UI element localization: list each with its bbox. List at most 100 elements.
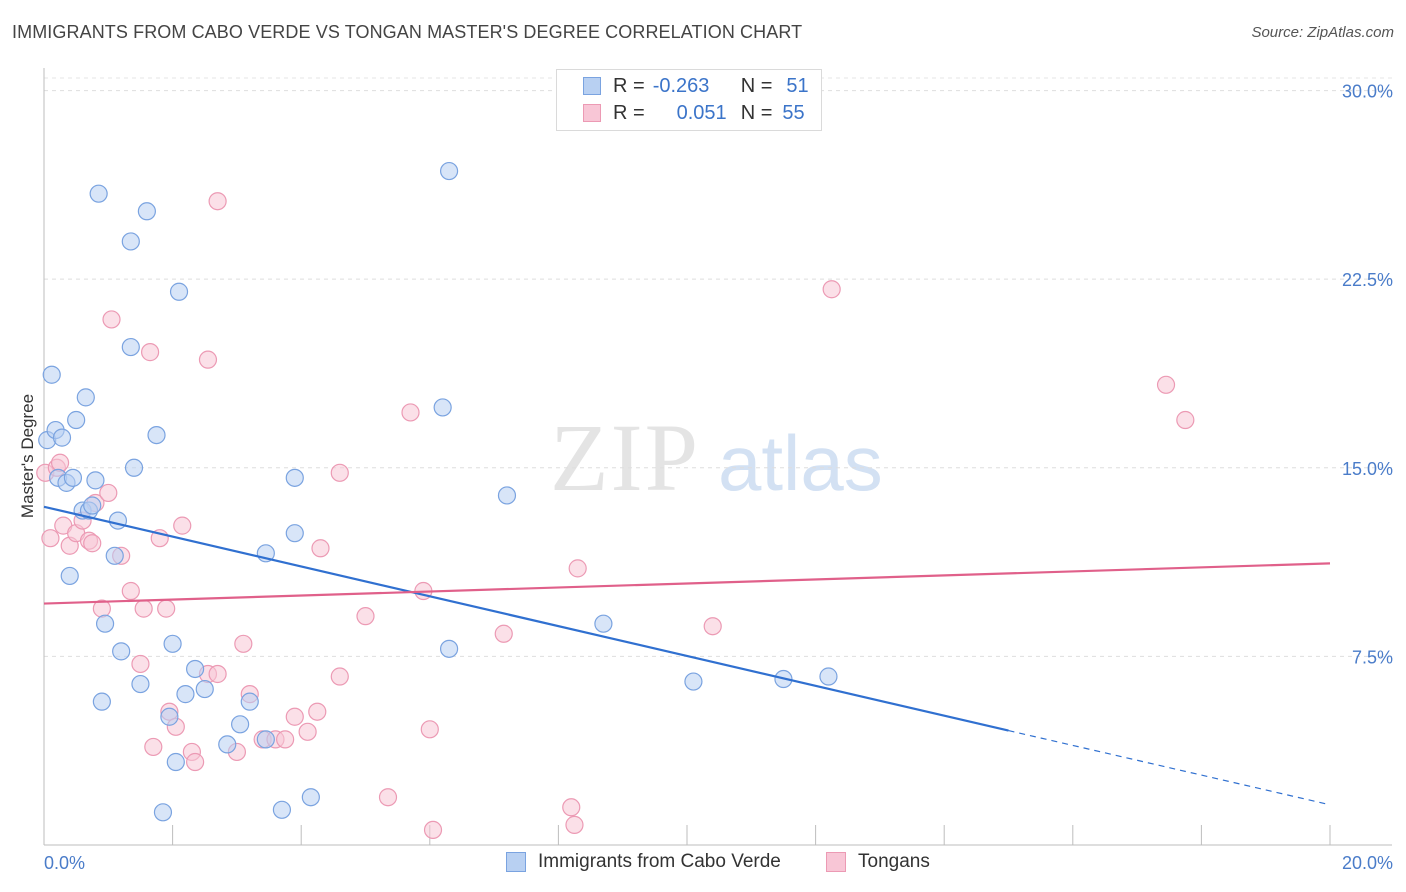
cabo-verde-trend-extension	[1008, 729, 1331, 806]
legend-n-label: N =	[740, 74, 773, 97]
tongan-point	[330, 463, 349, 482]
cabo-verde-point	[121, 232, 140, 251]
cabo-verde-point	[166, 752, 185, 772]
bottom-legend-swatch-blue	[506, 852, 526, 872]
cabo-verde-point	[105, 546, 124, 565]
cabo-verde-point	[169, 282, 189, 301]
cabo-verde-trend-line	[43, 505, 1009, 732]
legend-r-value: 0.051	[676, 101, 727, 124]
cabo-verde-point	[684, 672, 703, 691]
tongan-point	[186, 752, 205, 772]
cabo-verde-point	[272, 800, 292, 819]
legend-row-cabo-verde: R = -0.263 N = 51	[583, 73, 809, 99]
cabo-verde-point	[92, 692, 111, 711]
cabo-verde-point	[52, 428, 72, 447]
cabo-verde-point	[186, 659, 205, 679]
bottom-legend-swatch-pink	[826, 852, 846, 872]
tongan-point	[562, 798, 581, 817]
series-cabo-verde	[38, 161, 838, 822]
legend-r-label: R =	[613, 101, 645, 124]
tongan-point	[285, 707, 304, 726]
cabo-verde-point	[433, 398, 452, 417]
tongan-point	[121, 581, 140, 601]
tongan-point	[568, 559, 587, 578]
tongan-point	[208, 664, 227, 684]
cabo-verde-point	[176, 685, 195, 704]
bottom-legend-cabo-verde: Immigrants from Cabo Verde	[506, 851, 781, 873]
tongan-point	[140, 343, 160, 362]
tongan-point	[157, 599, 176, 618]
cabo-verde-point	[160, 707, 179, 726]
cabo-verde-point	[60, 566, 79, 586]
y-tick-label: 30.0%	[1342, 82, 1393, 102]
tongan-trend-line	[43, 562, 1331, 605]
legend-swatch-pink	[583, 104, 601, 122]
tongan-point	[308, 702, 327, 721]
tongan-point	[423, 820, 443, 840]
legend-r-label: R =	[613, 74, 645, 97]
tongan-point	[420, 720, 439, 739]
tongan-point	[234, 634, 253, 653]
cabo-verde-point	[137, 202, 156, 221]
cabo-verde-point	[231, 715, 250, 734]
tongan-point	[99, 483, 118, 503]
y-tick-label: 15.0%	[1342, 459, 1393, 479]
tongan-point	[703, 617, 722, 636]
bottom-legend-label-tongans: Tongans	[858, 851, 930, 872]
legend-n-value: 51	[786, 74, 809, 97]
tongan-point	[83, 534, 102, 553]
cabo-verde-point	[124, 458, 144, 477]
tongan-point	[356, 607, 375, 626]
x-tick-label: 0.0%	[44, 853, 85, 873]
chart-source: Source: ZipAtlas.com	[1251, 24, 1394, 41]
trend-lines	[43, 505, 1331, 806]
tongan-point	[208, 192, 227, 211]
tongan-point	[565, 815, 584, 834]
watermark-atlas: atlas	[718, 419, 883, 507]
bottom-legend: Immigrants from Cabo Verde Tongans	[0, 851, 1406, 879]
legend-swatch-blue	[583, 77, 601, 95]
cabo-verde-point	[594, 614, 613, 633]
cabo-verde-point	[240, 692, 259, 711]
legend-r-value: -0.263	[652, 74, 710, 97]
cabo-verde-point	[439, 639, 459, 658]
tongan-point	[131, 654, 150, 674]
cabo-verde-point	[86, 471, 105, 490]
tongan-point	[144, 737, 163, 757]
cabo-verde-point	[112, 642, 131, 661]
tongan-point	[378, 788, 398, 807]
cabo-verde-point	[153, 803, 173, 822]
tongan-point	[102, 310, 121, 329]
cabo-verde-point	[285, 468, 304, 487]
tongan-point	[41, 529, 60, 548]
tongan-point	[50, 453, 70, 472]
tongan-point	[330, 667, 349, 686]
tongan-point	[822, 280, 841, 299]
tongan-point	[173, 516, 192, 535]
tongan-point	[276, 730, 295, 749]
cabo-verde-point	[819, 667, 838, 686]
legend-n-value: 55	[782, 101, 805, 124]
cabo-verde-point	[439, 161, 459, 181]
bottom-legend-tongans: Tongans	[826, 851, 930, 873]
cabo-verde-point	[63, 468, 83, 487]
tongan-point	[1156, 375, 1176, 394]
cabo-verde-point	[67, 410, 86, 430]
cabo-verde-point	[89, 184, 108, 203]
legend: R = -0.263 N = 51 R = 0.051 N = 55	[556, 69, 822, 131]
bottom-legend-label-cabo-verde: Immigrants from Cabo Verde	[538, 851, 781, 872]
cabo-verde-point	[76, 388, 95, 407]
tongan-point	[134, 599, 153, 618]
cabo-verde-point	[218, 735, 237, 754]
tongan-point	[1176, 410, 1195, 430]
x-tick-label: 20.0%	[1342, 853, 1393, 873]
legend-row-tongans: R = 0.051 N = 55	[583, 100, 805, 126]
legend-n-label: N =	[740, 101, 773, 124]
series-tongans	[36, 192, 1195, 840]
chart-title: IMMIGRANTS FROM CABO VERDE VS TONGAN MAS…	[12, 22, 803, 42]
cabo-verde-point	[42, 365, 61, 384]
gridlines	[44, 77, 1392, 657]
cabo-verde-point	[285, 524, 304, 543]
y-tick-label: 7.5%	[1352, 647, 1393, 667]
